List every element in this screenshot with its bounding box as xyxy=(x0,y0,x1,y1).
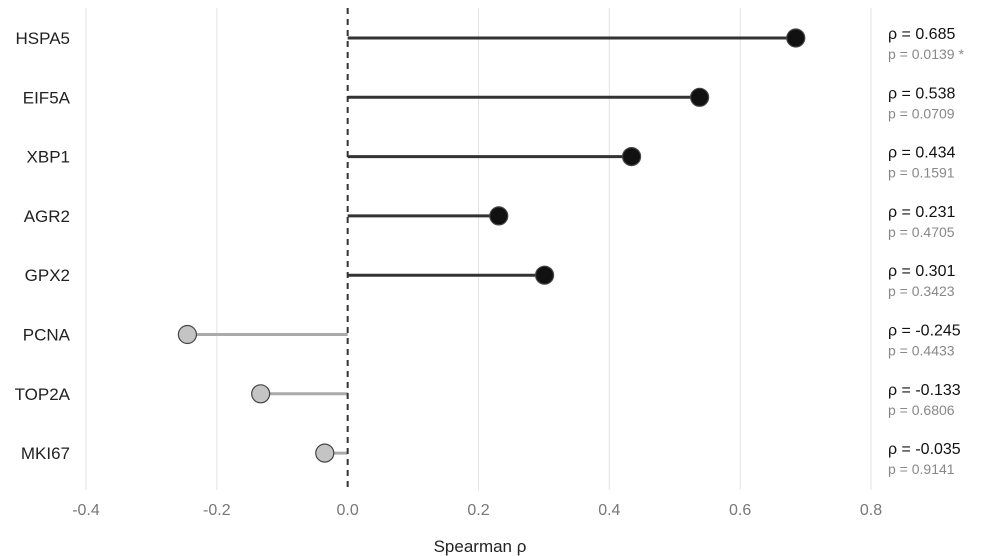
p-value-label: p = 0.1591 xyxy=(888,165,955,181)
gene-label: TOP2A xyxy=(15,385,71,404)
x-tick-label: 0.4 xyxy=(598,502,620,519)
p-value-label: p = 0.3423 xyxy=(888,283,955,299)
gene-label: MKI67 xyxy=(21,444,70,463)
x-tick-label: 0.2 xyxy=(467,502,489,519)
rho-label: ρ = 0.301 xyxy=(888,263,955,280)
x-tick-label: -0.2 xyxy=(203,502,231,519)
point xyxy=(534,265,555,285)
x-axis-label: Spearman ρ xyxy=(434,537,527,556)
point xyxy=(489,206,509,226)
point xyxy=(690,87,710,107)
x-tick-label: 0.0 xyxy=(337,502,359,519)
p-value-label: p = 0.0139 * xyxy=(888,46,964,62)
point xyxy=(786,28,806,48)
x-tick-label: 0.8 xyxy=(860,502,882,519)
rho-label: ρ = 0.685 xyxy=(888,26,955,43)
rho-label: ρ = 0.538 xyxy=(888,85,955,102)
point xyxy=(621,147,642,167)
point xyxy=(251,384,271,404)
p-value-label: p = 0.4705 xyxy=(888,224,955,240)
x-tick-label: 0.6 xyxy=(729,502,751,519)
gene-label: EIF5A xyxy=(23,88,71,107)
p-value-label: p = 0.9141 xyxy=(888,461,955,477)
p-value-label: p = 0.0709 xyxy=(888,105,955,121)
rho-label: ρ = 0.434 xyxy=(888,145,955,162)
gene-labels: HSPA5 EIF5A XBP1 AGR2 GPX2 PCNA TOP2A MKI67 xyxy=(15,29,71,463)
p-value-label: p = 0.6806 xyxy=(888,402,955,418)
gene-label: HSPA5 xyxy=(16,29,71,48)
points xyxy=(177,28,806,463)
x-tick-labels: -0.4 -0.2 0.0 0.2 0.4 0.6 0.8 xyxy=(72,502,882,519)
gene-label: XBP1 xyxy=(27,148,70,167)
rho-label: ρ = -0.133 xyxy=(888,382,961,399)
rho-label: ρ = -0.035 xyxy=(888,441,961,458)
gene-label: GPX2 xyxy=(25,266,70,285)
gene-label: AGR2 xyxy=(24,207,70,226)
gridlines xyxy=(85,8,872,490)
p-value-label: p = 0.4433 xyxy=(888,343,955,359)
annotations: ρ = 0.685 p = 0.0139 * ρ = 0.538 p = 0.0709… xyxy=(888,26,964,477)
point xyxy=(315,443,335,463)
point xyxy=(177,324,197,345)
rho-label: ρ = -0.245 xyxy=(888,323,961,340)
x-tick-label: -0.4 xyxy=(72,502,100,519)
gene-label: PCNA xyxy=(23,326,71,345)
rho-label: ρ = 0.231 xyxy=(888,204,955,221)
